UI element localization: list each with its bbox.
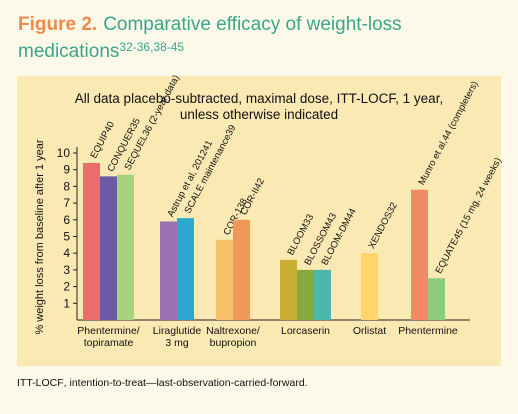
chart-subtitle-line2: unless otherwise indicated <box>179 107 339 122</box>
y-tick-label: 5 <box>63 230 70 244</box>
bar <box>233 219 250 320</box>
group-label: Lorcaserin <box>281 325 330 337</box>
group-label: Phentermine <box>398 325 458 337</box>
y-tick-label: 7 <box>63 196 70 210</box>
bar <box>428 278 445 320</box>
group-label: Liraglutide <box>153 325 202 337</box>
group-label: bupropion <box>210 337 257 349</box>
bar <box>297 269 314 320</box>
bar-label: COR-II42 <box>238 177 267 218</box>
bar-label: XENDOS32 <box>366 201 400 251</box>
bar <box>100 176 117 320</box>
bar <box>177 218 194 320</box>
bar <box>361 253 378 320</box>
y-tick-label: 9 <box>63 163 70 177</box>
footnote-text: , intention-to-treat—last-observation-ca… <box>63 377 308 389</box>
bar <box>280 259 297 320</box>
y-tick-label: 4 <box>63 246 70 260</box>
y-tick-label: 3 <box>63 263 70 277</box>
bar-label: Munro et al,44 (completers) <box>416 79 480 187</box>
bar <box>117 174 134 320</box>
y-tick-label: 2 <box>63 280 70 294</box>
footnote-abbr: ITT-LOCF <box>17 377 64 389</box>
group-label: topiramate <box>84 337 134 349</box>
group-label: 3 mg <box>165 337 189 349</box>
figure-label: Figure 2. <box>18 14 98 35</box>
chart-subtitle-line1: All data placebo-subtracted, maximal dos… <box>74 91 444 106</box>
bar-label: EQUATE45 (15 mg, 24 weeks) <box>433 156 504 276</box>
bar <box>314 269 331 320</box>
y-tick-label: 10 <box>57 146 71 160</box>
group-label: Orlistat <box>353 325 386 337</box>
figure-title-text: Comparative efficacy of weight-loss medi… <box>18 14 402 62</box>
bar <box>411 189 428 320</box>
y-tick-label: 8 <box>63 179 70 193</box>
group-label: Phentermine/ <box>77 325 140 337</box>
bar <box>83 163 100 320</box>
y-tick-label: 1 <box>63 296 70 310</box>
figure-refs: 32-36,38-45 <box>119 40 185 54</box>
y-tick-label: 6 <box>63 213 70 227</box>
figure-title: Figure 2. Comparative efficacy of weight-… <box>18 14 508 63</box>
chart-subtitle: All data placebo-subtracted, maximal dos… <box>17 91 501 123</box>
bar <box>160 221 177 320</box>
group-label: Naltrexone/ <box>206 325 260 337</box>
footnote: ITT-LOCF, intention-to-treat—last-observ… <box>17 377 308 389</box>
bar <box>216 239 233 320</box>
